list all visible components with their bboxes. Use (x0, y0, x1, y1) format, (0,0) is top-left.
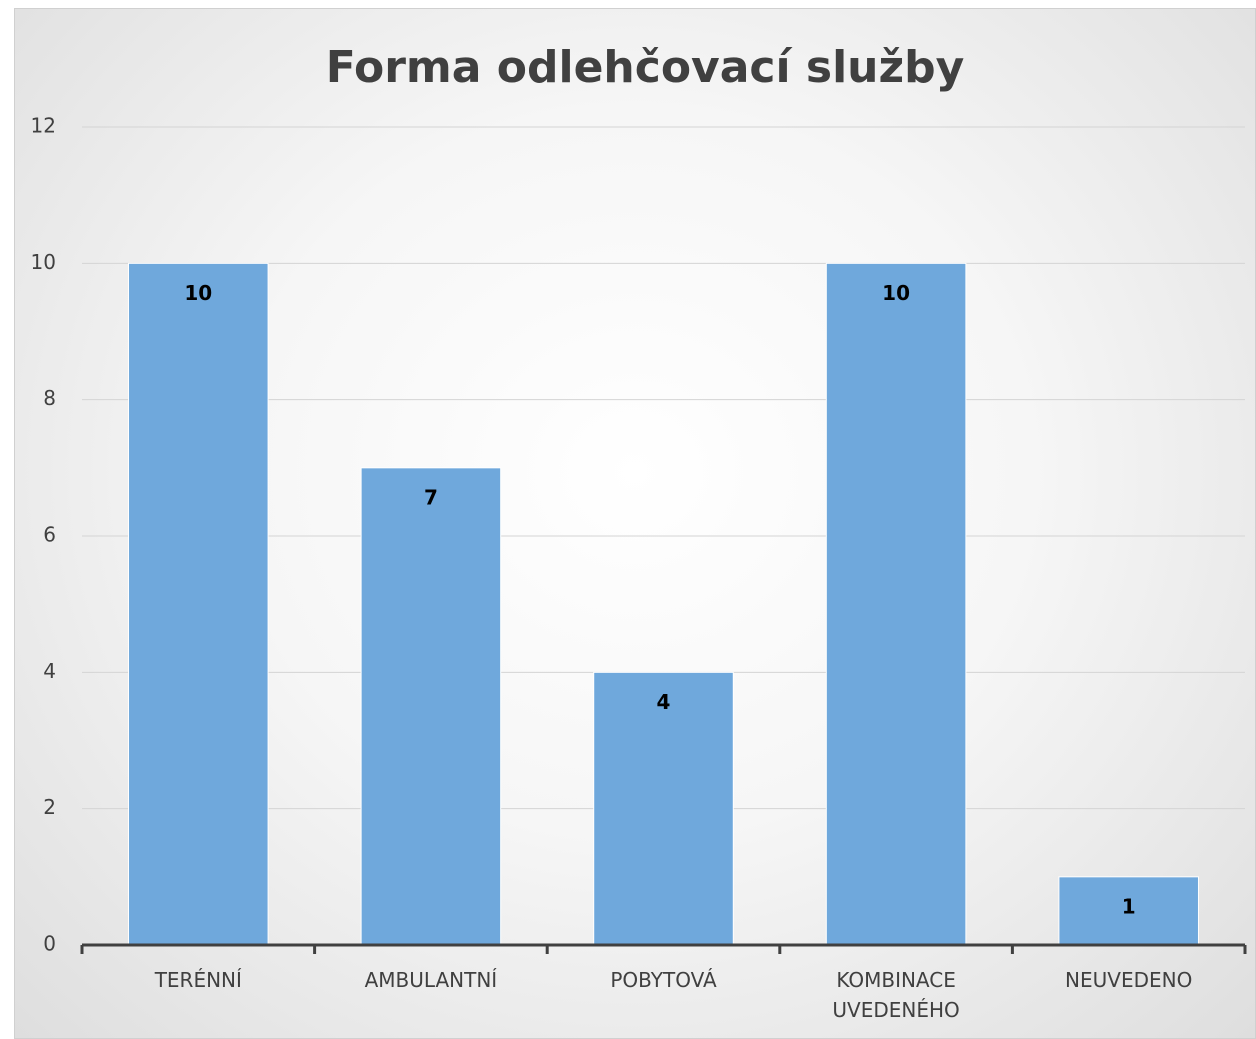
y-tick-label: 4 (43, 659, 56, 683)
y-tick-label: 10 (31, 250, 56, 274)
x-tick-label: POBYTOVÁ (610, 968, 717, 992)
y-tick-label: 2 (43, 795, 56, 819)
y-tick-label: 8 (43, 386, 56, 410)
y-tick-label: 12 (31, 114, 56, 138)
data-label: 1 (1122, 894, 1136, 918)
data-label: 10 (882, 281, 910, 305)
y-tick-label: 6 (43, 523, 56, 547)
x-tick-label: KOMBINACE UVEDENÉHO (832, 968, 960, 1022)
data-label: 7 (424, 485, 438, 509)
x-tick-label: NEUVEDENO (1065, 968, 1193, 992)
chart-title: Forma odlehčovací služby (326, 42, 965, 93)
bar (825, 262, 967, 946)
y-tick-label: 0 (43, 932, 56, 956)
data-label: 10 (184, 281, 212, 305)
bar (1058, 876, 1199, 946)
bar (128, 262, 269, 946)
bar (593, 671, 734, 946)
bar (360, 467, 502, 946)
x-tick-label: AMBULANTNÍ (364, 968, 498, 992)
data-label: 4 (657, 690, 671, 714)
x-tick-label: TERÉNNÍ (154, 968, 242, 992)
